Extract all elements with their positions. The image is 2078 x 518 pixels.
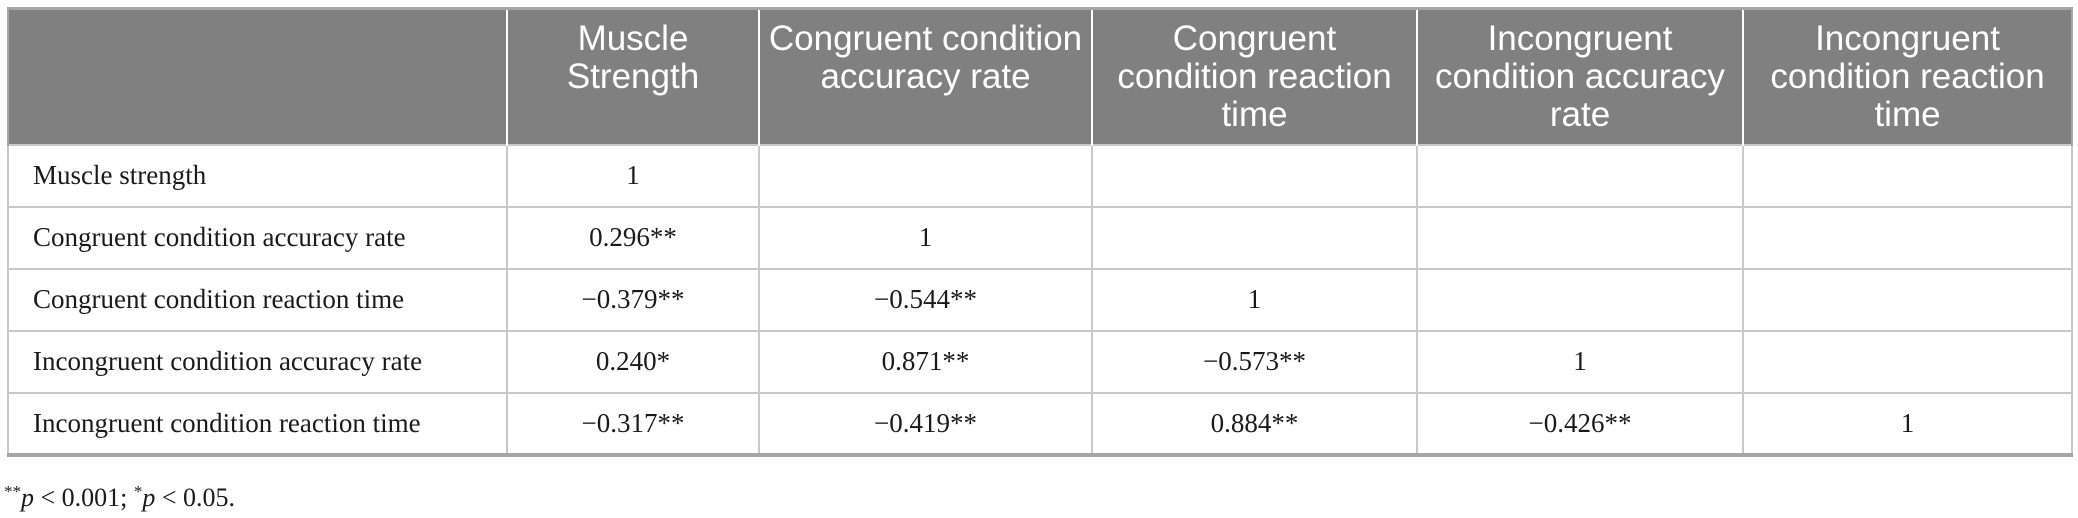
table-header-row: Muscle Strength Congruent condition accu… — [7, 7, 2073, 145]
table-cell: −0.419** — [758, 391, 1093, 457]
table-cell — [1742, 143, 2073, 208]
footnote-mark-double: ** — [4, 482, 21, 501]
row-label: Incongruent condition accuracy rate — [7, 329, 508, 394]
table-row: Congruent condition accuracy rate 0.296*… — [7, 205, 2073, 270]
header-cell-muscle-strength: Muscle Strength — [506, 7, 759, 145]
footnote-p-symbol: p — [21, 483, 34, 512]
header-cell-congruent-accuracy: Congruent condition accuracy rate — [758, 7, 1092, 145]
table-cell: −0.379** — [506, 267, 760, 332]
header-cell-incongruent-reaction: Incongruent condition reaction time — [1742, 7, 2073, 145]
table-footnote: **p < 0.001; *p < 0.05. — [4, 482, 235, 513]
table-cell: 0.240* — [506, 329, 760, 394]
table-row: Muscle strength 1 — [7, 143, 2073, 208]
table-cell: −0.426** — [1416, 391, 1744, 457]
table-cell: −0.544** — [758, 267, 1093, 332]
table-cell: −0.317** — [506, 391, 760, 457]
footnote-double-text: < 0.001; — [34, 483, 134, 512]
table-cell: 1 — [758, 205, 1093, 270]
header-cell-congruent-reaction: Congruent condition reaction time — [1091, 7, 1417, 145]
row-label: Congruent condition reaction time — [7, 267, 508, 332]
table-cell: 1 — [1742, 391, 2073, 457]
header-cell-incongruent-accuracy: Incongruent condition accuracy rate — [1416, 7, 1743, 145]
table-cell — [1416, 205, 1744, 270]
table-cell — [1091, 205, 1418, 270]
table-cell — [1742, 329, 2073, 394]
table-cell: 1 — [506, 143, 760, 208]
row-label: Muscle strength — [7, 143, 508, 208]
table-cell: 0.884** — [1091, 391, 1418, 457]
table-cell — [1742, 267, 2073, 332]
table-cell: −0.573** — [1091, 329, 1418, 394]
footnote-mark-single: * — [133, 482, 143, 501]
row-label: Congruent condition accuracy rate — [7, 205, 508, 270]
table-cell — [1416, 267, 1744, 332]
correlation-table: Muscle Strength Congruent condition accu… — [7, 7, 2073, 457]
table-cell: 0.871** — [758, 329, 1093, 394]
table-row: Congruent condition reaction time −0.379… — [7, 267, 2073, 332]
footnote-single-text: < 0.05. — [155, 483, 236, 512]
correlation-table-container: Muscle Strength Congruent condition accu… — [7, 7, 2073, 457]
table-cell — [1416, 143, 1744, 208]
row-label: Incongruent condition reaction time — [7, 391, 508, 457]
table-cell — [1742, 205, 2073, 270]
footnote-p-symbol: p — [142, 483, 156, 512]
table-cell: 0.296** — [506, 205, 760, 270]
table-cell: 1 — [1091, 267, 1418, 332]
table-cell — [1091, 143, 1418, 208]
table-cell: 1 — [1416, 329, 1744, 394]
table-row: Incongruent condition reaction time −0.3… — [7, 391, 2073, 457]
table-cell — [758, 143, 1093, 208]
header-cell-empty — [7, 7, 507, 145]
table-row: Incongruent condition accuracy rate 0.24… — [7, 329, 2073, 394]
